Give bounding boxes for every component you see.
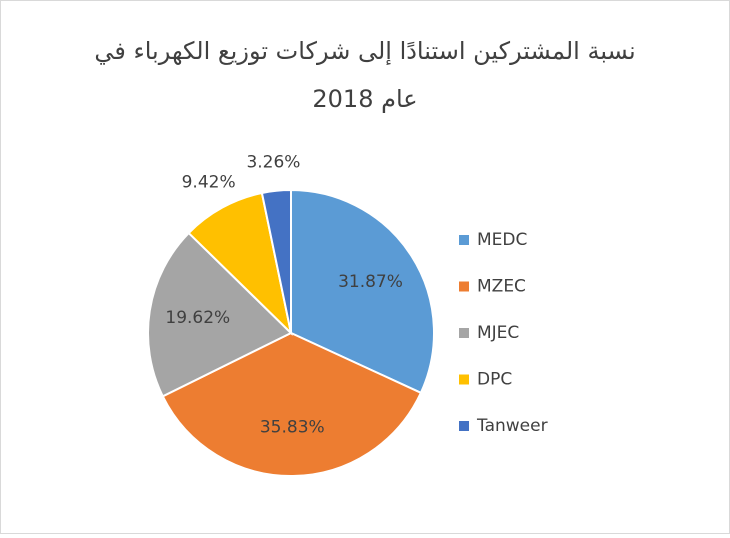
pie-slice <box>290 188 435 395</box>
legend-label: Tanweer <box>476 416 548 436</box>
chart-title: نسبة المشتركين استنادًا إلى شركات توزيع … <box>94 37 635 66</box>
legend-swatch <box>459 421 469 431</box>
data-label: 3.26% <box>246 152 300 172</box>
pie-slice <box>187 191 293 337</box>
legend-swatch <box>459 235 469 245</box>
pie-slice <box>260 188 292 334</box>
legend-label: MEDC <box>477 230 527 250</box>
legend-label: MZEC <box>477 277 526 297</box>
legend-label: MJEC <box>477 323 519 343</box>
data-label: 19.62% <box>165 308 230 328</box>
data-label: 9.42% <box>182 172 236 192</box>
legend-swatch <box>459 281 469 292</box>
chart-title: عام 2018 <box>312 85 417 113</box>
legend-swatch <box>459 328 469 338</box>
data-label: 31.87% <box>338 272 403 292</box>
data-label: 35.83% <box>260 417 325 437</box>
legend-swatch <box>459 374 469 385</box>
pie-slice <box>161 331 423 477</box>
legend-label: DPC <box>477 370 512 390</box>
pie-slice <box>147 231 293 398</box>
